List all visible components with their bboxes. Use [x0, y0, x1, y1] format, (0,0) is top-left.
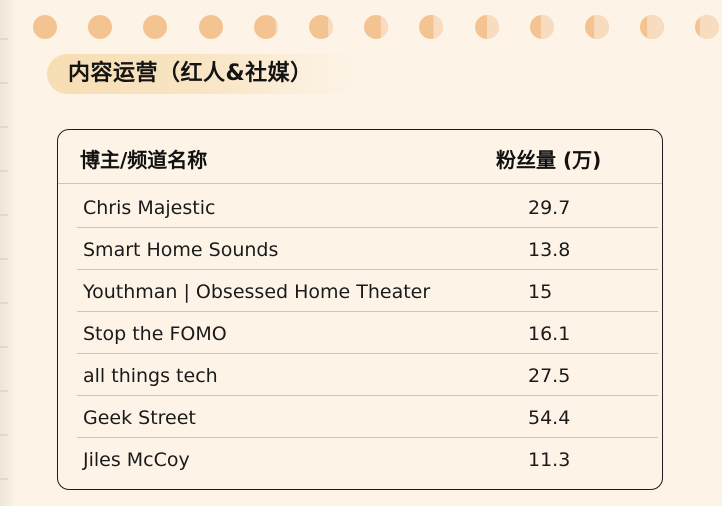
binder-hole-highlight: [699, 15, 719, 39]
edge-notch: [0, 82, 8, 84]
binder-hole: [364, 15, 388, 39]
column-header-fans: 粉丝量 (万): [496, 148, 602, 172]
table-row: Smart Home Sounds 13.8: [77, 228, 658, 270]
column-header-name: 博主/频道名称: [80, 148, 208, 172]
binder-hole: [695, 15, 719, 39]
binder-hole: [530, 15, 554, 39]
table-header: 博主/频道名称 粉丝量 (万): [58, 130, 662, 184]
edge-notch: [0, 346, 8, 348]
cell-channel-name: Stop the FOMO: [83, 323, 227, 345]
binder-hole: [143, 15, 167, 39]
table-row: Stop the FOMO 16.1: [77, 312, 658, 354]
binder-hole-highlight: [594, 15, 609, 39]
binder-hole-highlight: [540, 15, 554, 39]
edge-notch: [0, 126, 8, 128]
cell-fans-count: 16.1: [528, 323, 571, 345]
binder-hole: [254, 15, 278, 39]
edge-notch: [0, 214, 8, 216]
binder-hole: [475, 15, 499, 39]
binder-hole-highlight: [487, 15, 499, 39]
table-row: Jiles McCoy 11.3: [77, 438, 658, 480]
cell-fans-count: 15: [528, 281, 553, 303]
section-title: 内容运营（红人&社媒）: [68, 61, 313, 86]
binder-hole: [33, 15, 57, 39]
binder-hole-highlight: [275, 15, 278, 39]
binder-hole-highlight: [433, 15, 443, 39]
cell-channel-name: Geek Street: [83, 407, 196, 429]
table-row: all things tech 27.5: [77, 354, 658, 396]
table-row: Chris Majestic 29.7: [77, 186, 658, 228]
binder-hole: [309, 15, 333, 39]
cell-channel-name: Youthman | Obsessed Home Theater: [83, 281, 431, 303]
cell-channel-name: Jiles McCoy: [83, 449, 190, 471]
edge-notch: [0, 302, 8, 304]
page-left-edge: [0, 0, 16, 506]
cell-fans-count: 11.3: [528, 449, 571, 471]
section-tab: [47, 54, 361, 94]
binder-hole: [88, 15, 112, 39]
edge-notch: [0, 170, 8, 172]
table-row: Youthman | Obsessed Home Theater 15: [77, 270, 658, 312]
binder-hole: [199, 15, 223, 39]
edge-notch: [0, 258, 8, 260]
binder-hole: [640, 15, 664, 39]
edge-notch: [0, 390, 8, 392]
cell-fans-count: 29.7: [528, 197, 571, 219]
edge-notch: [0, 478, 8, 480]
binder-hole-highlight: [328, 15, 333, 39]
binder-hole-highlight: [647, 15, 664, 39]
binder-hole: [585, 15, 609, 39]
cell-fans-count: 27.5: [528, 365, 571, 387]
cell-fans-count: 13.8: [528, 239, 571, 261]
cell-channel-name: all things tech: [83, 365, 218, 387]
binder-hole: [419, 15, 443, 39]
cell-channel-name: Chris Majestic: [83, 197, 216, 219]
table-row: Geek Street 54.4: [77, 396, 658, 438]
edge-notch: [0, 434, 8, 436]
cell-fans-count: 54.4: [528, 407, 571, 429]
influencer-table: 博主/频道名称 粉丝量 (万) Chris Majestic 29.7 Smart …: [57, 129, 663, 490]
edge-notch: [0, 38, 8, 40]
binder-hole-highlight: [380, 15, 388, 39]
binder-holes: [33, 15, 722, 39]
cell-channel-name: Smart Home Sounds: [83, 239, 279, 261]
